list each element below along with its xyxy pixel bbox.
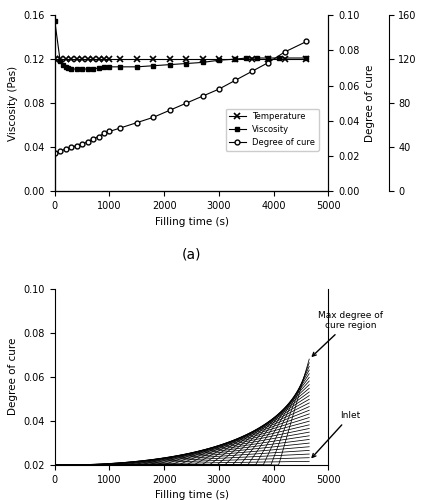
X-axis label: Filling time (s): Filling time (s) <box>155 216 229 226</box>
X-axis label: Filling time (s): Filling time (s) <box>155 490 229 500</box>
Legend: Temperature, Viscosity, Degree of cure: Temperature, Viscosity, Degree of cure <box>226 108 319 150</box>
Text: Inlet: Inlet <box>312 411 360 458</box>
Y-axis label: Degree of cure: Degree of cure <box>8 338 18 415</box>
Y-axis label: Viscosity (Pas): Viscosity (Pas) <box>8 66 18 141</box>
Text: (a): (a) <box>182 248 201 262</box>
Y-axis label: Degree of cure: Degree of cure <box>365 64 375 142</box>
Text: Max degree of
cure region: Max degree of cure region <box>312 310 383 356</box>
